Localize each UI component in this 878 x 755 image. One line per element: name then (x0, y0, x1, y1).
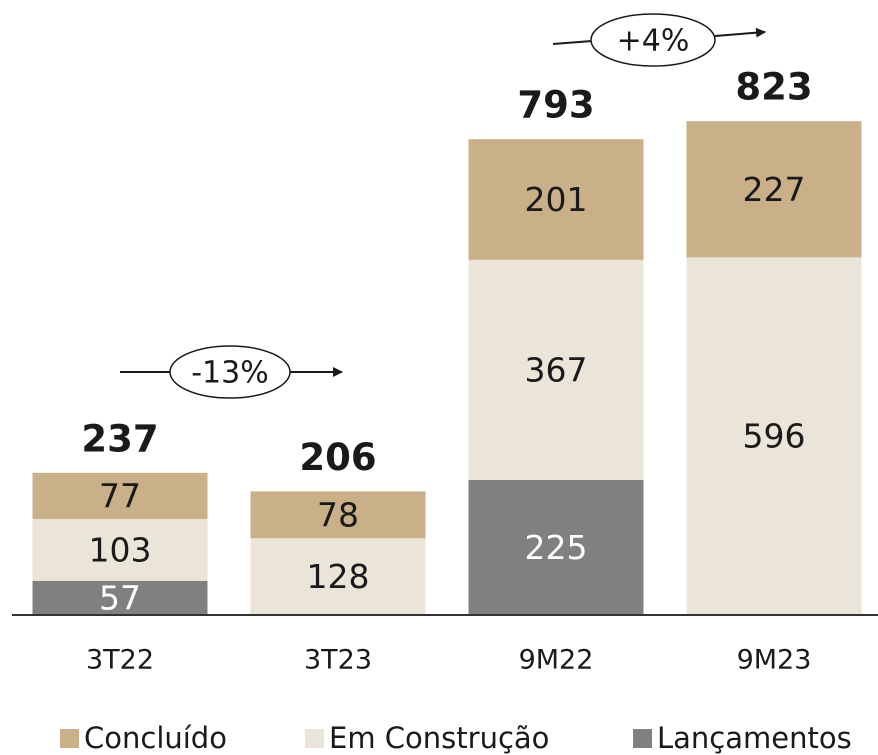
annotation-ellipse (169, 345, 291, 399)
bar-segment (686, 257, 862, 615)
legend-swatch (60, 729, 79, 748)
bar-segment (32, 519, 208, 581)
total-label: 823 (735, 66, 812, 109)
arrow-line (552, 40, 593, 45)
segment-label: 77 (99, 476, 141, 515)
bar-segment (32, 472, 208, 519)
bar-segment (32, 580, 208, 615)
x-tick-label: 9M23 (737, 645, 812, 676)
arrow-line (714, 27, 766, 38)
segment-label: 57 (99, 578, 141, 617)
legend-label: Concluído (84, 721, 227, 755)
x-tick-label: 9M22 (519, 645, 594, 676)
segment-label: 78 (317, 495, 359, 534)
annotation: -13% (191, 356, 269, 391)
annotation: +4% (617, 24, 690, 59)
segment-label: 367 (525, 350, 588, 389)
total-label: 206 (299, 436, 376, 479)
annotation-13: -13% (120, 345, 343, 399)
bar-segment (250, 491, 426, 539)
bar-segment (468, 139, 644, 260)
segment-label: 201 (525, 180, 588, 219)
bar-segment (468, 259, 644, 480)
x-tick-label: 3T23 (304, 645, 372, 676)
total-label: 793 (517, 84, 594, 127)
segment-label: 225 (525, 528, 588, 567)
legend-label: Lançamentos (657, 721, 852, 755)
total-label: 237 (81, 417, 158, 460)
x-tick-label: 3T22 (86, 645, 154, 676)
bar-segment (468, 480, 644, 615)
segment-label: 103 (89, 530, 152, 569)
segment-label: 227 (743, 170, 806, 209)
legend-label: Em Construção (329, 721, 549, 755)
bar-segment (686, 121, 862, 258)
legend-swatch (305, 729, 324, 748)
segment-label: 596 (743, 417, 806, 456)
annotation-ellipse (590, 13, 716, 67)
legend-swatch (633, 729, 652, 748)
annotation-4: +4% (552, 13, 766, 67)
segment-label: 128 (307, 557, 370, 596)
bar-segment (250, 538, 426, 615)
